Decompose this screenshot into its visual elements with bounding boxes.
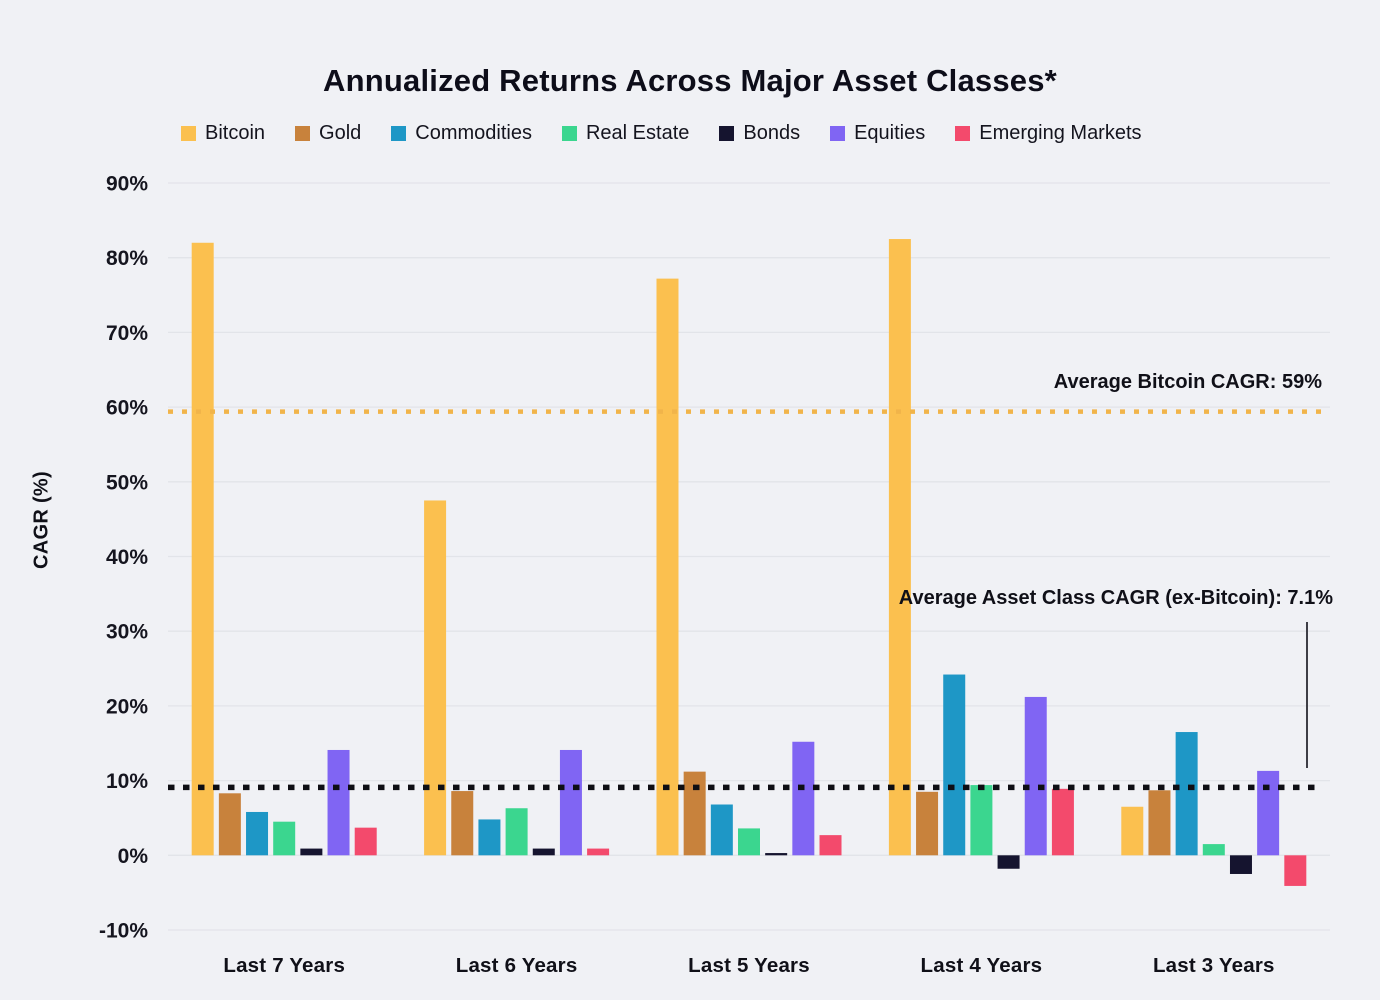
bar-bonds-last-5-years — [765, 853, 788, 856]
legend-label-commodities: Commodities — [415, 122, 532, 144]
legend-swatch-emerging-markets — [955, 126, 971, 141]
bar-emerging-markets-last-3-years — [1284, 855, 1307, 886]
legend-swatch-real-estate — [561, 126, 577, 141]
bar-emerging-markets-last-4-years — [1051, 788, 1074, 856]
bar-gold-last-3-years — [1148, 790, 1171, 856]
bar-real-estate-last-4-years — [970, 785, 993, 856]
legend-label-gold: Gold — [319, 122, 362, 144]
legend-label-emerging-markets: Emerging Markets — [979, 122, 1142, 144]
legend-swatch-bonds — [719, 126, 735, 141]
bar-bitcoin-last-4-years — [888, 239, 911, 856]
legend-label-real-estate: Real Estate — [585, 122, 690, 144]
legend-swatch-commodities — [391, 126, 407, 141]
bar-equities-last-3-years — [1257, 770, 1280, 856]
annotation-bitcoin-avg: Average Bitcoin CAGR: 59% — [1053, 371, 1322, 393]
y-tick-label-10: 10% — [106, 770, 148, 793]
legend-item-real-estate: Real Estate — [561, 122, 690, 145]
y-tick-label-30: 30% — [106, 621, 148, 644]
bar-commodities-last-5-years — [710, 804, 733, 856]
bar-real-estate-last-3-years — [1202, 844, 1225, 856]
bar-bonds-last-6-years — [532, 848, 555, 856]
legend-item-gold: Gold — [295, 122, 361, 145]
legend-swatch-equities — [830, 126, 846, 141]
bar-emerging-markets-last-6-years — [587, 848, 610, 856]
bar-gold-last-7-years — [218, 793, 241, 856]
bar-bonds-last-3-years — [1229, 855, 1252, 874]
bar-gold-last-5-years — [683, 771, 706, 856]
bar-bonds-last-7-years — [300, 848, 323, 856]
x-category-label-last-5-years: Last 5 Years — [688, 954, 810, 977]
bar-commodities-last-3-years — [1175, 732, 1198, 856]
annotation-ex-bitcoin-avg: Average Asset Class CAGR (ex-Bitcoin): 7… — [898, 587, 1333, 609]
bar-equities-last-5-years — [792, 741, 815, 856]
y-tick-label-40: 40% — [106, 546, 148, 569]
legend-label-equities: Equities — [854, 122, 926, 144]
bar-real-estate-last-6-years — [505, 808, 528, 856]
x-category-label-last-6-years: Last 6 Years — [456, 954, 578, 977]
bar-equities-last-4-years — [1024, 696, 1047, 856]
bar-equities-last-7-years — [327, 749, 350, 856]
legend-item-bitcoin: Bitcoin — [181, 122, 265, 145]
bar-commodities-last-4-years — [943, 674, 966, 856]
bar-bonds-last-4-years — [997, 855, 1020, 869]
annotation-leader-line — [1306, 622, 1308, 768]
y-tick-label-20: 20% — [106, 695, 148, 718]
bar-commodities-last-6-years — [478, 819, 501, 856]
legend-label-bonds: Bonds — [743, 122, 801, 144]
legend-label-bitcoin: Bitcoin — [205, 122, 266, 144]
y-tick-label-70: 70% — [106, 322, 148, 345]
bar-bitcoin-last-3-years — [1121, 806, 1144, 856]
bar-equities-last-6-years — [559, 749, 582, 856]
legend: Bitcoin Gold Commodities Real Estate Bonds Eq… — [181, 122, 1142, 145]
legend-swatch-gold — [295, 126, 311, 141]
bar-gold-last-6-years — [451, 791, 474, 856]
y-tick-label-80: 80% — [106, 247, 148, 270]
legend-item-equities: Equities — [830, 122, 925, 145]
bar-commodities-last-7-years — [246, 811, 269, 856]
bar-bitcoin-last-6-years — [424, 500, 447, 856]
legend-item-bonds: Bonds — [719, 122, 800, 145]
bar-emerging-markets-last-5-years — [819, 835, 842, 856]
y-tick-label-60: 60% — [106, 397, 148, 420]
bar-bitcoin-last-5-years — [656, 278, 679, 856]
y-tick-label--10: -10% — [99, 920, 148, 943]
y-tick-label-50: 50% — [106, 471, 148, 494]
bar-real-estate-last-7-years — [273, 821, 296, 856]
bar-emerging-markets-last-7-years — [354, 827, 377, 856]
bar-gold-last-4-years — [916, 791, 939, 856]
y-tick-label-90: 90% — [106, 173, 148, 196]
x-category-label-last-7-years: Last 7 Years — [223, 954, 345, 977]
legend-swatch-bitcoin — [181, 126, 196, 141]
x-category-label-last-3-years: Last 3 Years — [1153, 954, 1275, 977]
legend-item-emerging-markets: Emerging Markets — [955, 122, 1142, 145]
bar-bitcoin-last-7-years — [191, 242, 214, 856]
y-tick-label-0: 0% — [118, 845, 149, 868]
legend-item-commodities: Commodities — [391, 122, 532, 145]
bar-real-estate-last-5-years — [738, 828, 760, 856]
x-category-label-last-4-years: Last 4 Years — [921, 954, 1043, 977]
chart-title: Annualized Returns Across Major Asset Cl… — [323, 62, 1057, 98]
